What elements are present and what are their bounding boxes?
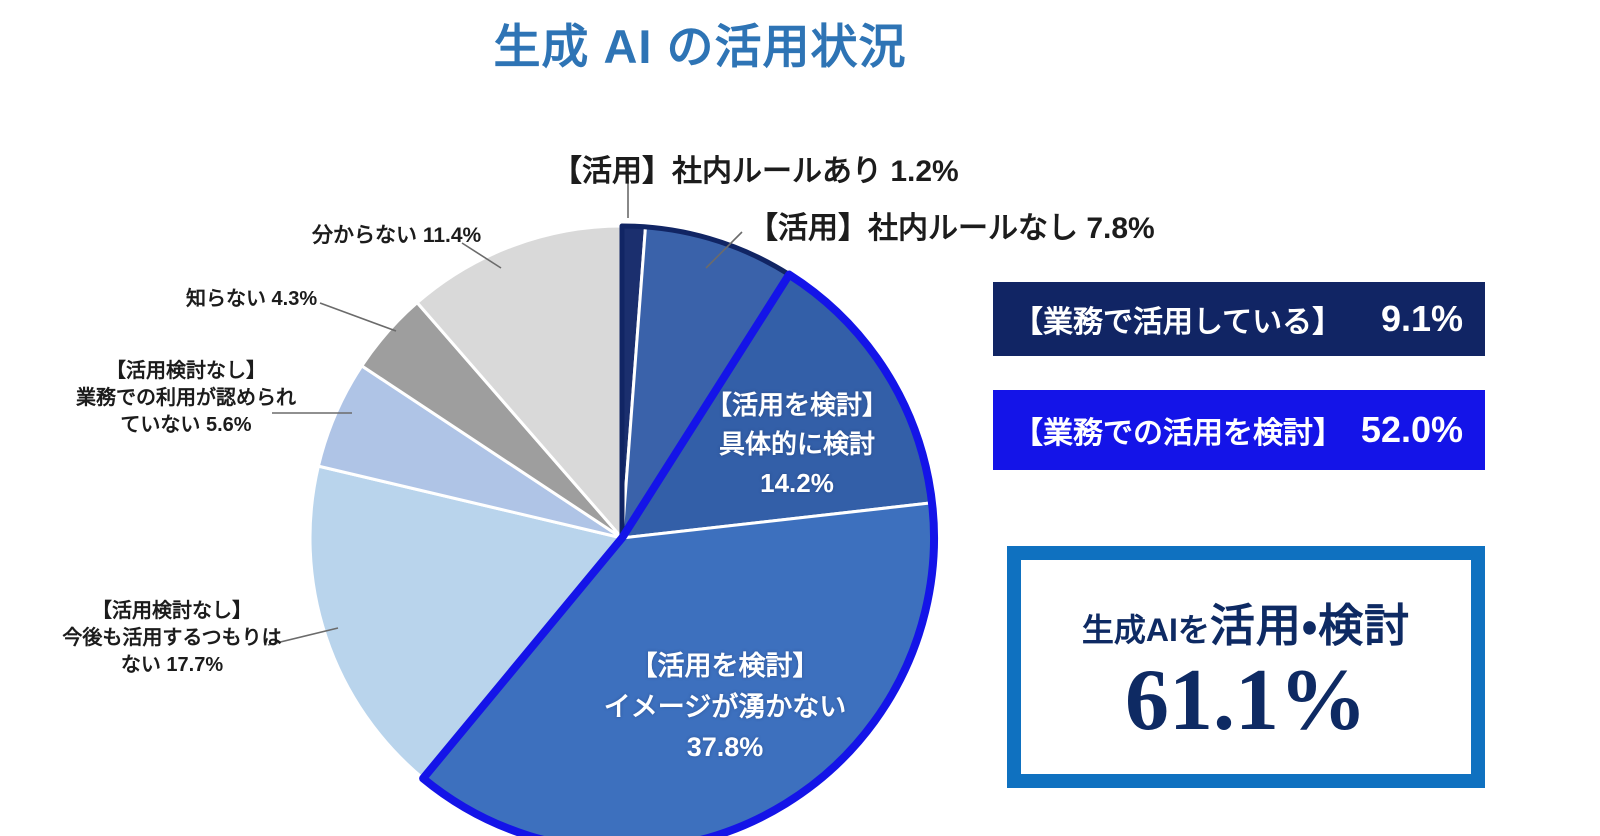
- callout-line: 【活用検討なし】: [106, 360, 266, 382]
- summary-bar-using-value: 9.1%: [1380, 298, 1463, 339]
- slice-label-line: 14.2%: [760, 468, 834, 498]
- summary-bar-using: 【業務で活用している】 9.1%: [993, 282, 1485, 356]
- slice-label-line: 具体的に検討: [718, 429, 875, 459]
- pie-chart-svg: [267, 176, 938, 836]
- slice-label-specific: 【活用を検討】 具体的に検討 14.2%: [672, 386, 922, 503]
- callout-line: 今後も活用するつもりは: [62, 626, 282, 649]
- callout-label-never-heard: 知らない 4.3%: [186, 288, 318, 310]
- summary-bar-considering: 【業務での活用を検討】 52.0%: [993, 390, 1485, 470]
- leader-line-never-heard: [319, 302, 397, 332]
- highlight-emphasis: 活用・検討: [1209, 599, 1411, 651]
- pie-group-outline: [419, 270, 938, 836]
- page-title: 生成 AI の活用状況: [493, 20, 907, 73]
- callout-label-no-plan: 【活用検討なし】 今後も活用するつもりは ない 17.7%: [36, 598, 308, 678]
- callout-line: ていない 5.6%: [120, 413, 252, 436]
- slice-label-noimage: 【活用を検討】 イメージが湧かない 37.8%: [560, 646, 890, 768]
- callout-line: 業務での利用が認められ: [76, 386, 296, 409]
- highlight-value: 61.1%: [1125, 651, 1367, 749]
- callout-line: ない 17.7%: [120, 653, 224, 676]
- callout-label-rule-yes: 【活用】社内ルールあり 1.2%: [552, 155, 959, 188]
- highlight-prefix: 生成AIを: [1081, 611, 1210, 648]
- summary-bar-considering-label: 【業務での活用を検討】: [1013, 417, 1343, 450]
- callout-label-rule-no: 【活用】社内ルールなし 7.8%: [748, 212, 1155, 245]
- highlight-box-inner: 生成AIを 活用・検討 61.1%: [1021, 560, 1471, 774]
- leader-line-rule-no: [705, 231, 743, 269]
- highlight-headline: 生成AIを 活用・検討: [1082, 589, 1410, 654]
- slice-label-line: イメージが湧かない: [603, 691, 847, 722]
- pie-group-outline: [619, 223, 792, 541]
- slice-label-line: 37.8%: [686, 732, 764, 762]
- pie-slices: [308, 224, 936, 836]
- highlight-box: 生成AIを 活用・検討 61.1%: [1007, 546, 1485, 788]
- callout-line: 【活用検討なし】: [92, 600, 252, 622]
- leader-lines: [267, 176, 743, 646]
- pie-chart: [267, 176, 938, 836]
- callout-label-not-allowed: 【活用検討なし】 業務での利用が認められ ていない 5.6%: [60, 358, 312, 438]
- summary-bar-using-label: 【業務で活用している】: [1013, 306, 1343, 339]
- slice-label-line: 【活用を検討】: [705, 390, 888, 420]
- slice-label-line: 【活用を検討】: [630, 651, 820, 681]
- pie-slice: [308, 464, 625, 781]
- leader-line-dontknow: [461, 242, 502, 269]
- pie-slice: [415, 224, 624, 543]
- pie-group-outlines: [419, 223, 938, 836]
- leader-line-no-plan: [267, 627, 339, 646]
- callout-label-dontknow: 分からない 11.4%: [312, 224, 482, 247]
- summary-bar-considering-value: 52.0%: [1360, 409, 1463, 450]
